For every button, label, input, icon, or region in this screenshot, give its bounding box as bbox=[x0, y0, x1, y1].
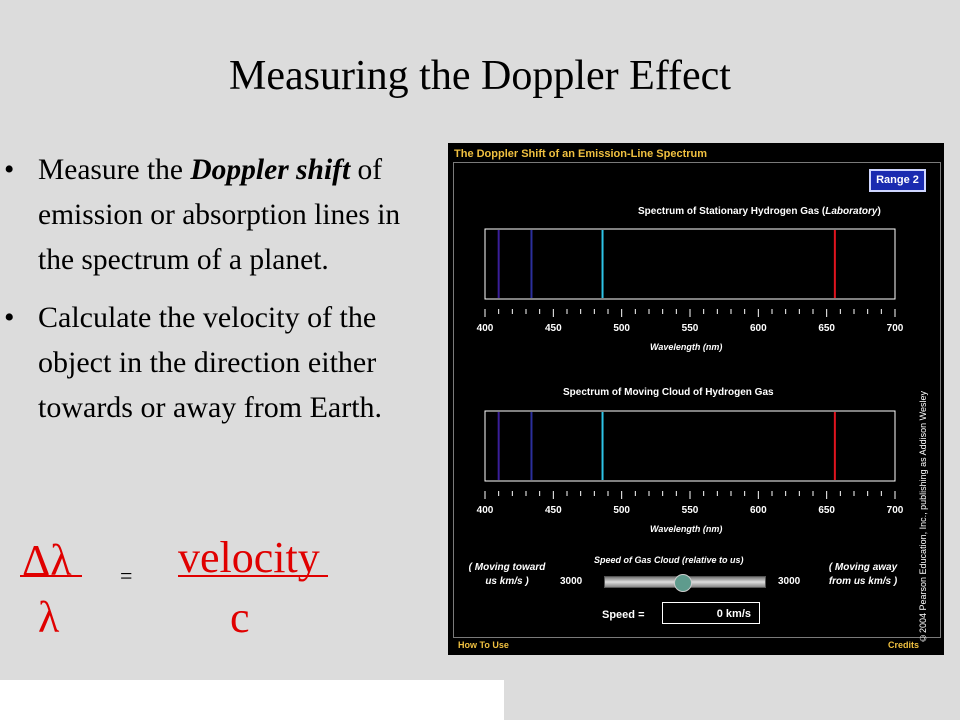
formula-equals: = bbox=[120, 563, 133, 588]
bullet-list: • Measure the Doppler shift of emission … bbox=[4, 148, 434, 442]
formula-velocity: velocity bbox=[178, 533, 320, 582]
formula-fraction-bar-left bbox=[20, 575, 82, 577]
speed-slider-knob[interactable] bbox=[674, 574, 692, 592]
slider-min-label: 3000 bbox=[560, 576, 583, 587]
tick-label-600: 600 bbox=[750, 323, 767, 334]
speed-title: Speed of Gas Cloud (relative to us) bbox=[594, 555, 744, 565]
bullet-item-2: • Calculate the velocity of the object i… bbox=[4, 295, 434, 430]
lab-axis-ticks: 400 450 500 550 600 650 700 bbox=[477, 309, 904, 334]
bullet1-post: of emission or absorption lines in the s… bbox=[38, 154, 401, 276]
credits-link[interactable]: Credits bbox=[888, 640, 920, 650]
how-to-use-link[interactable]: How To Use bbox=[458, 640, 509, 650]
slide-title: Measuring the Doppler Effect bbox=[229, 53, 731, 99]
tick-label-700: 700 bbox=[887, 505, 904, 516]
moving-axis-label: Wavelength (nm) bbox=[650, 524, 722, 534]
moving-axis-ticks: 400 450 500 550 600 650 700 bbox=[477, 491, 904, 516]
simulation-title: The Doppler Shift of an Emission-Line Sp… bbox=[454, 148, 708, 160]
moving-spectrum-label: Spectrum of Moving Cloud of Hydrogen Gas bbox=[563, 387, 774, 398]
slider-max-label: 3000 bbox=[778, 576, 801, 587]
lab-spectrum-label: Spectrum of Stationary Hydrogen Gas (Lab… bbox=[638, 206, 881, 217]
moving-spectrum-box bbox=[484, 410, 896, 482]
doppler-shift-emphasis: Doppler shift bbox=[190, 154, 351, 186]
lab-axis-label: Wavelength (nm) bbox=[650, 342, 722, 352]
formula-lambda: λ bbox=[38, 593, 60, 642]
tick-label-600: 600 bbox=[750, 505, 767, 516]
tick-label-400: 400 bbox=[477, 505, 494, 516]
tick-label-400: 400 bbox=[477, 323, 494, 334]
speed-readout: 0 km/s bbox=[662, 602, 760, 624]
bullet-dot: • bbox=[4, 154, 15, 186]
tick-label-500: 500 bbox=[613, 323, 630, 334]
bullet-text-1: Measure the Doppler shift of emission or… bbox=[38, 148, 434, 283]
bullet-text-2: Calculate the velocity of the object in … bbox=[38, 301, 383, 424]
white-footer-strip bbox=[0, 680, 504, 720]
moving-emission-lines bbox=[497, 412, 836, 480]
toward-note: ( Moving toward us km/s ) bbox=[468, 562, 546, 587]
tick-label-450: 450 bbox=[545, 505, 562, 516]
tick-label-650: 650 bbox=[818, 323, 835, 334]
formula-delta-lambda: Δλ bbox=[22, 536, 72, 585]
range-button[interactable]: Range 2 bbox=[869, 169, 926, 192]
simulation-frame bbox=[453, 162, 941, 638]
formula-c: c bbox=[230, 593, 250, 642]
copyright-notice: ©2004 Pearson Education, Inc., publishin… bbox=[918, 391, 928, 643]
tick-label-550: 550 bbox=[682, 323, 699, 334]
formula-fraction-bar-right bbox=[178, 575, 328, 577]
tick-label-550: 550 bbox=[682, 505, 699, 516]
bullet1-pre: Measure the bbox=[38, 154, 191, 186]
lab-emission-lines bbox=[497, 230, 836, 298]
lab-spectrum-box bbox=[484, 228, 896, 300]
away-note: ( Moving away from us km/s ) bbox=[828, 562, 898, 587]
bullet-item-1: • Measure the Doppler shift of emission … bbox=[4, 148, 434, 283]
spectra-canvas: Spectrum of Stationary Hydrogen Gas (Lab… bbox=[477, 206, 904, 565]
tick-label-500: 500 bbox=[613, 505, 630, 516]
bullet-dot: • bbox=[4, 301, 15, 334]
tick-label-450: 450 bbox=[545, 323, 562, 334]
doppler-simulation-panel: The Doppler Shift of an Emission-Line Sp… bbox=[448, 143, 944, 655]
tick-label-700: 700 bbox=[887, 323, 904, 334]
tick-label-650: 650 bbox=[818, 505, 835, 516]
speed-field-label: Speed = bbox=[602, 609, 645, 621]
